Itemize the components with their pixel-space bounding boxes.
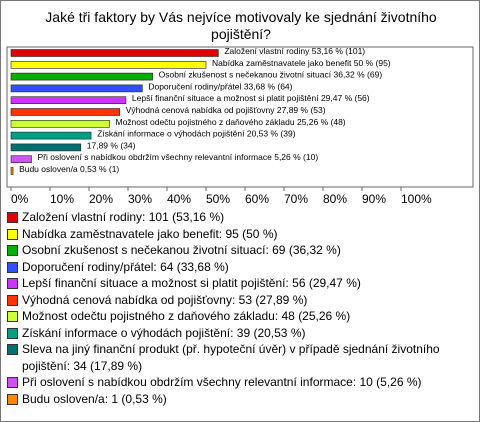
bar-value-label: 20,53 % (39) [247,129,296,139]
legend-swatch [7,294,18,306]
bar-category: Při oslovení s nabídkou obdržím všechny … [38,152,273,162]
legend-item: Možnost odečtu pojistného z daňového zák… [7,308,469,325]
bar-category: Doporučení rodiny/přátel [148,82,241,92]
bar-value-label: 53,16 % (101) [312,46,366,56]
legend-item: Sleva na jiný finanční produkt (př. hypo… [7,341,469,374]
x-tick-label: 50% [206,192,230,206]
legend-swatch [7,327,18,339]
legend-item: Doporučení rodiny/přátel: 64 (33,68 %) [7,259,469,276]
x-tick-label: 70% [284,192,308,206]
legend-item: Výhodná cenová nabídka od pojišťovny: 53… [7,292,469,309]
bar-label: Výhodná cenová nabídka od pojišťovny 27,… [126,105,326,115]
bar [10,143,82,152]
bar-value-label: 36,32 % (69) [333,70,382,80]
bar-value-label: 5,26 % (10) [274,152,318,162]
legend-label: Budu osloven/a: 1 (0,53 %) [22,391,167,406]
legend-swatch [7,377,18,388]
x-tick-label: 30% [128,192,152,206]
bar-value-label: 17,89 % (34) [87,141,136,151]
bar-label: Při oslovení s nabídkou obdržím všechny … [38,152,319,162]
chart-title: Jaké tři faktory by Vás nejvíce motivova… [45,9,437,42]
x-tick-label: 60% [245,192,269,206]
bar-label: Doporučení rodiny/přátel 33,68 % (64) [148,82,292,92]
bar [10,84,143,93]
legend-label: Sleva na jiný finanční produkt (př. hypo… [22,342,440,373]
bar-label: Nabídka zaměstnavatele jako benefit 50 %… [212,58,391,68]
legend-item: Získání informace o výhodách pojištění: … [7,325,469,342]
legend-label: Výhodná cenová nabídka od pojišťovny: 53… [22,292,308,307]
bar-category: Nabídka zaměstnavatele jako benefit [212,58,352,68]
bar-value-label: 50 % (95) [354,58,391,68]
x-tick-label: 80% [323,192,347,206]
x-tick-label: 0% [11,192,29,206]
legend-label: Možnost odečtu pojistného z daňového zák… [22,309,351,323]
legend-item: Při oslovení s nabídkou obdržím všechny … [7,374,469,391]
bar [10,108,121,116]
bar-value-label: 0,53 % (1) [80,164,119,174]
bar-category: Možnost odečtu pojistného z daňového zák… [116,117,295,127]
legend-swatch [7,261,18,273]
bar-label: Osobní zkušenost s nečekanou životní sit… [159,70,383,80]
bar-label: Budu osloven/a 0,53 % (1) [19,164,119,174]
legend-label: Založení vlastní rodiny: 101 (53,16 %) [22,210,225,224]
x-tick-label: 10% [50,192,74,206]
legend: Založení vlastní rodiny: 101 (53,16 %) Na… [7,209,469,407]
legend-label: Nabídka zaměstnavatele jako benefit: 95 … [22,226,278,241]
bar [10,49,219,57]
bar-category: Lepší finanční situace a možnost si plat… [132,93,319,103]
bar [10,60,207,69]
legend-label: Při oslovení s nabídkou obdržím všechny … [22,375,422,389]
legend-swatch [7,311,18,322]
legend-item: Osobní zkušenost s nečekanou životní sit… [7,242,469,259]
legend-item: Nabídka zaměstnavatele jako benefit: 95 … [7,226,469,243]
legend-item: Budu osloven/a: 1 (0,53 %) [7,391,469,408]
bar-value-label: 25,26 % (48) [297,117,346,127]
x-tick-label: 90% [362,192,386,206]
legend-item: Lepší finanční situace a možnost si plat… [7,275,469,292]
bar-value-label: 27,89 % (53) [277,105,326,115]
plot-frame [6,46,474,188]
bar-category: Budu osloven/a [19,164,78,174]
x-tick-label: 100% [401,192,432,206]
bar-value-label: 33,68 % (64) [244,82,293,92]
bar-label: Získání informace o výhodách pojištění 2… [97,129,296,139]
bar [10,155,32,163]
bar-label: Možnost odečtu pojistného z daňového zák… [116,117,346,127]
bar-label: Lepší finanční situace a možnost si plat… [132,93,370,103]
bar [10,120,110,128]
legend-swatch [7,228,18,240]
bar [10,72,153,81]
bar-category: Osobní zkušenost s nečekanou životní sit… [159,70,332,80]
bar-category: Založení vlastní rodiny [224,46,310,56]
legend-item: Založení vlastní rodiny: 101 (53,16 %) [7,209,469,226]
legend-label: Osobní zkušenost s nečekanou životní sit… [22,243,341,257]
legend-swatch [7,393,18,405]
bar-label: 17,89 % (34) [87,141,136,151]
legend-swatch [7,278,18,289]
legend-label: Lepší finanční situace a možnost si plat… [22,276,361,290]
bar [10,167,14,175]
bar-value-label: 29,47 % (56) [321,93,370,103]
bar-category: Získání informace o výhodách pojištění [97,129,245,139]
x-tick-label: 40% [167,192,191,206]
x-tick-label: 20% [89,192,113,206]
legend-swatch [7,212,18,223]
bar [10,96,127,104]
legend-label: Získání informace o výhodách pojištění: … [22,325,306,340]
legend-label: Doporučení rodiny/přátel: 64 (33,68 %) [22,259,229,274]
legend-swatch [7,344,18,355]
bar [10,131,92,140]
legend-swatch [7,245,18,256]
bar-category: Výhodná cenová nabídka od pojišťovny [126,105,275,115]
bar-label: Založení vlastní rodiny 53,16 % (101) [224,46,365,56]
